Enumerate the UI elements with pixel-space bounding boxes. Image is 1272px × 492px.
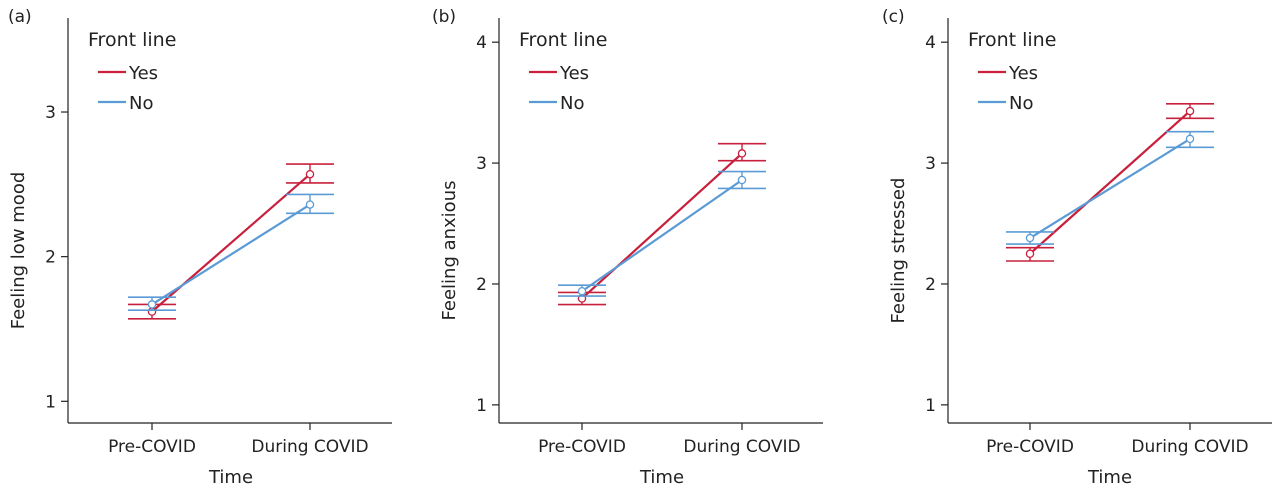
chart-panel-3: (c) 1 2 3 4 Pre-COVID During COVID Time Feeling … <box>882 7 1272 488</box>
x-tick-label: During COVID <box>1131 437 1248 457</box>
data-point <box>1185 106 1195 116</box>
y-tick-label: 1 <box>476 396 487 416</box>
x-tick-label: Pre-COVID <box>108 437 196 457</box>
x-tick-label: During COVID <box>683 437 800 457</box>
x-tick-label: During COVID <box>251 437 368 457</box>
x-tick-label: Pre-COVID <box>538 437 626 457</box>
x-tick-label: Pre-COVID <box>986 437 1074 457</box>
series-yes <box>558 142 766 306</box>
y-tick-label: 2 <box>925 275 936 295</box>
series-line <box>151 203 311 306</box>
legend-entry-label: No <box>560 93 584 114</box>
legend-entry-label: No <box>129 93 153 114</box>
series-no <box>558 170 766 297</box>
chart-panel-2: (b) 1 2 3 4 Pre-COVID During COVID Time Feeling … <box>432 7 823 488</box>
panel-label: (a) <box>8 7 32 27</box>
y-tick-label: 2 <box>476 275 487 295</box>
data-point <box>577 286 587 296</box>
series-line <box>1029 137 1191 239</box>
data-point <box>305 169 315 179</box>
y-tick-label: 4 <box>925 33 936 53</box>
legend: Front line Yes No <box>519 29 607 114</box>
data-point <box>737 175 747 185</box>
x-axis-title: Time <box>639 467 684 488</box>
data-point <box>147 300 157 309</box>
chart-panel-1: (a) 1 2 3 Pre-COVID During COVID Time Feeling l… <box>8 7 392 488</box>
data-point <box>305 200 315 209</box>
legend-entry-label: Yes <box>559 63 589 84</box>
legend-title: Front line <box>88 29 176 51</box>
y-tick-label: 3 <box>925 154 936 174</box>
legend-title: Front line <box>519 29 607 51</box>
data-point <box>1025 233 1035 243</box>
y-tick-label: 1 <box>925 396 936 416</box>
panel-label: (c) <box>882 7 905 27</box>
y-tick-label: 1 <box>45 392 56 412</box>
y-tick-label: 3 <box>45 103 56 123</box>
series-line <box>581 152 743 300</box>
series-no <box>1006 130 1214 245</box>
legend-entry-label: Yes <box>128 63 158 84</box>
x-axis-title: Time <box>1087 467 1132 488</box>
y-axis-title: Feeling stressed <box>888 178 909 324</box>
data-point <box>1185 134 1195 144</box>
x-axis-title: Time <box>208 467 253 488</box>
legend-entry-label: No <box>1009 93 1033 114</box>
legend: Front line Yes No <box>88 29 176 114</box>
legend: Front line Yes No <box>968 29 1056 114</box>
y-tick-label: 4 <box>476 33 487 53</box>
data-point <box>737 149 747 158</box>
series-yes <box>1006 103 1214 262</box>
legend-entry-label: Yes <box>1008 63 1038 84</box>
y-tick-label: 3 <box>476 154 487 174</box>
legend-title: Front line <box>968 29 1056 51</box>
y-axis-title: Feeling anxious <box>439 181 460 321</box>
data-point <box>1025 249 1035 258</box>
series-yes <box>128 163 334 320</box>
y-axis-title: Feeling low mood <box>8 172 29 330</box>
series-line <box>581 179 743 293</box>
panel-label: (b) <box>432 7 456 27</box>
series-no <box>128 193 334 311</box>
y-tick-label: 2 <box>45 248 56 268</box>
series-line <box>1029 110 1191 255</box>
